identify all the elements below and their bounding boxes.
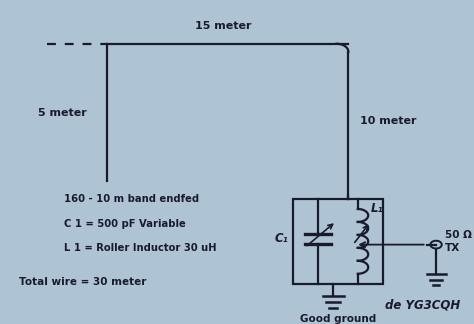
Text: 50 Ω
TX: 50 Ω TX [445,230,472,253]
Bar [293,199,383,284]
Text: Good ground: Good ground [300,314,376,324]
Text: Total wire = 30 meter: Total wire = 30 meter [19,277,146,287]
Text: C 1 = 500 pF Variable: C 1 = 500 pF Variable [64,219,186,229]
Text: L₁: L₁ [371,202,383,215]
Text: 160 - 10 m band endfed: 160 - 10 m band endfed [64,194,199,204]
Text: 5 meter: 5 meter [38,108,87,118]
Text: 10 meter: 10 meter [360,117,417,126]
Text: C₁: C₁ [274,232,288,245]
Text: L 1 = Roller Inductor 30 uH: L 1 = Roller Inductor 30 uH [64,243,217,253]
Text: 15 meter: 15 meter [194,21,251,31]
Text: de YG3CQH: de YG3CQH [384,298,460,311]
